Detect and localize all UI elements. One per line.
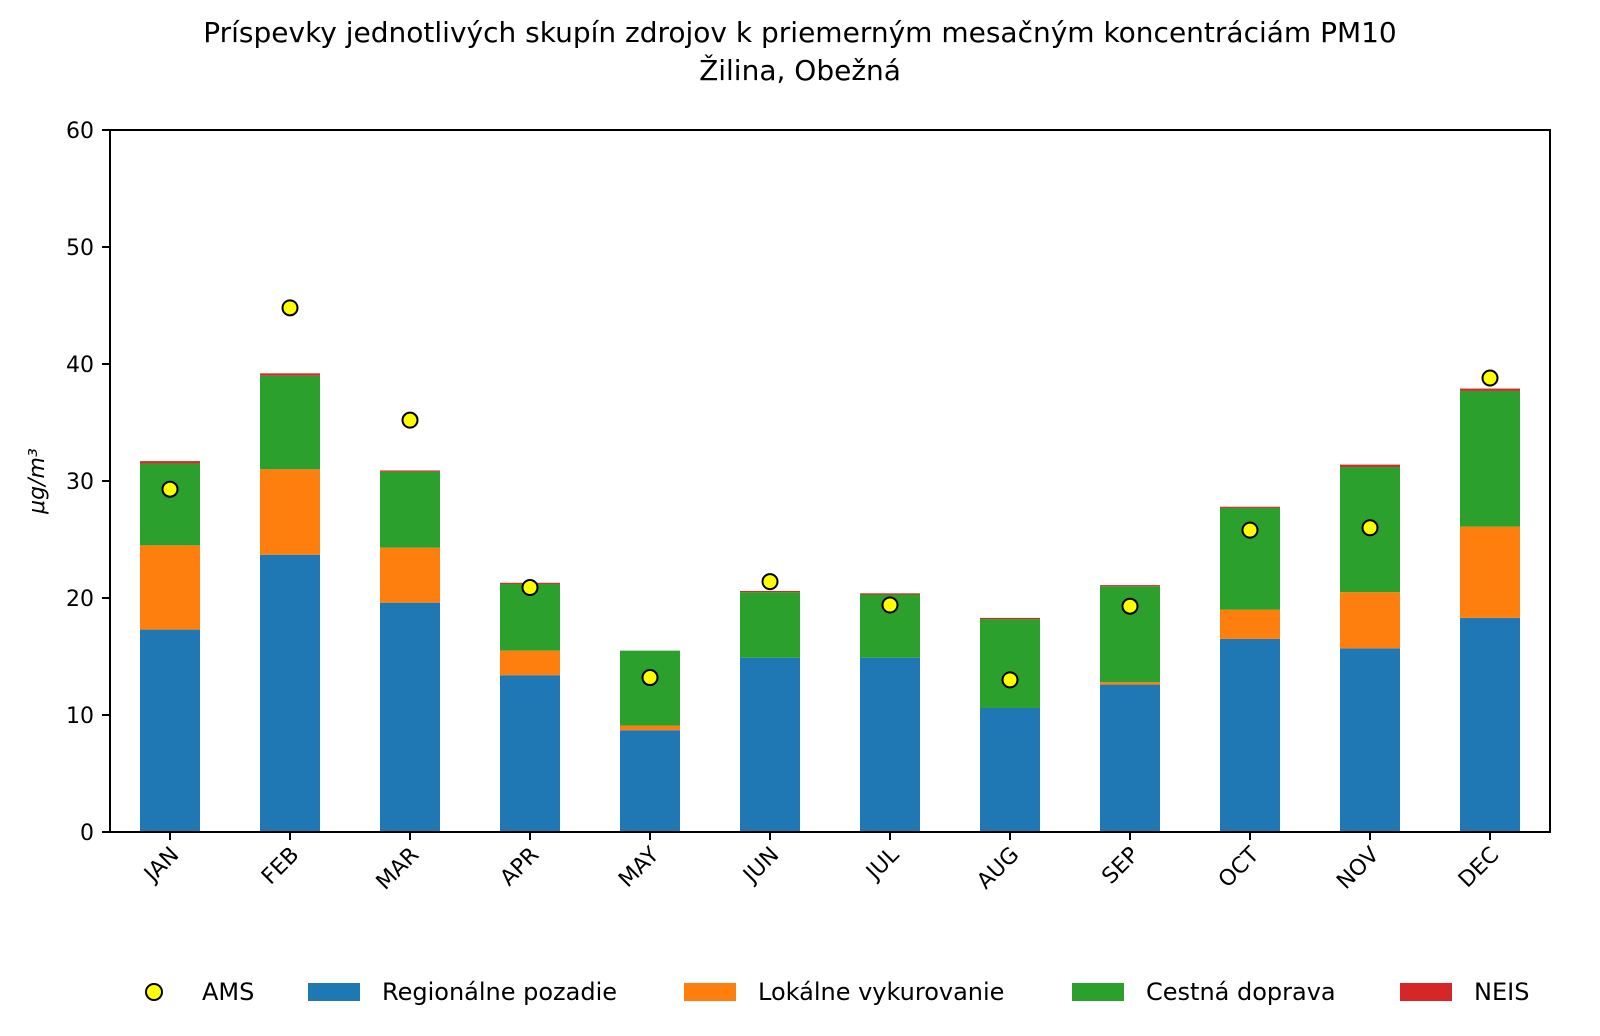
bar-regionalne-pozadie-nov (1340, 648, 1400, 832)
y-tick-label-30: 30 (66, 470, 94, 495)
legend-swatch-lokalne-vykurovanie (684, 983, 736, 1001)
y-tick-label-20: 20 (66, 587, 94, 612)
bar-cestna-doprava-feb (260, 375, 320, 470)
legend-marker-ams (128, 972, 180, 1012)
marker-ams-apr (521, 578, 539, 596)
legend-label-ams: AMS (202, 978, 255, 1006)
x-tick-label-apr: APR (496, 843, 545, 892)
bar-lokalne-vykurovanie-may (620, 725, 680, 731)
x-tick-label-nov: NOV (1332, 843, 1384, 895)
legend-label-lokalne-vykurovanie: Lokálne vykurovanie (758, 978, 1005, 1006)
bar-cestna-doprava-aug (980, 619, 1040, 708)
y-tick-label-50: 50 (66, 236, 94, 261)
chart-subtitle: Žilina, Obežná (699, 54, 901, 87)
legend-item-ams: AMS (128, 972, 254, 1012)
bar-cestna-doprava-may (620, 650, 680, 726)
bar-regionalne-pozadie-jul (860, 657, 920, 832)
legend-item-lokalne-vykurovanie: Lokálne vykurovanie (684, 972, 1004, 1012)
x-tick-label-feb: FEB (257, 843, 304, 890)
legend-item-regionalne-pozadie: Regionálne pozadie (308, 972, 617, 1012)
bar-cestna-doprava-dec (1460, 390, 1520, 527)
bar-neis-dec (1460, 388, 1520, 391)
bar-neis-jun (740, 590, 800, 593)
bar-regionalne-pozadie-mar (380, 602, 440, 832)
legend-label-regionalne-pozadie: Regionálne pozadie (382, 978, 618, 1006)
plot-frame (109, 129, 1551, 833)
bar-lokalne-vykurovanie-mar (380, 547, 440, 603)
bar-neis-mar (380, 470, 440, 472)
bar-lokalne-vykurovanie-dec (1460, 526, 1520, 618)
marker-ams-jan (161, 480, 179, 498)
bar-neis-sep (1100, 585, 1160, 587)
marker-ams-jul (881, 596, 899, 614)
y-tick-label-10: 10 (66, 704, 94, 729)
x-tick-label-jul: JUL (861, 842, 905, 886)
marker-ams-nov (1361, 519, 1379, 537)
bar-regionalne-pozadie-dec (1460, 617, 1520, 832)
x-tick-label-oct: OCT (1214, 842, 1265, 893)
marker-ams-jun (761, 573, 779, 591)
legend-swatch-cestna-doprava (1072, 983, 1124, 1001)
legend-item-neis: NEIS (1400, 972, 1529, 1012)
bar-lokalne-vykurovanie-nov (1340, 592, 1400, 649)
bar-regionalne-pozadie-apr (500, 675, 560, 832)
bar-lokalne-vykurovanie-feb (260, 469, 320, 555)
bar-lokalne-vykurovanie-sep (1100, 682, 1160, 685)
x-tick-label-jan: JAN (139, 843, 185, 889)
y-tick-label-60: 60 (66, 119, 94, 144)
x-tick-label-mar: MAR (372, 843, 425, 896)
legend-item-cestna-doprava: Cestná doprava (1072, 972, 1336, 1012)
marker-ams-mar (401, 411, 419, 429)
bar-cestna-doprava-mar (380, 471, 440, 548)
bar-neis-nov (1340, 464, 1400, 467)
marker-ams-feb (281, 299, 299, 317)
x-tick-label-dec: DEC (1454, 843, 1504, 893)
bar-regionalne-pozadie-oct (1220, 638, 1280, 832)
bar-cestna-doprava-jun (740, 592, 800, 658)
x-tick-label-may: MAY (614, 842, 664, 892)
x-tick-label-aug: AUG (972, 843, 1024, 895)
x-tick-label-sep: SEP (1097, 843, 1144, 890)
bar-neis-feb (260, 373, 320, 376)
bar-regionalne-pozadie-sep (1100, 684, 1160, 832)
bar-regionalne-pozadie-feb (260, 554, 320, 832)
bar-lokalne-vykurovanie-apr (500, 650, 560, 676)
x-tick-label-jun: JUN (738, 843, 785, 890)
marker-ams-dec (1481, 369, 1499, 387)
chart-legend: AMS Regionálne pozadie Lokálne vykurovan… (0, 972, 1600, 1012)
legend-label-neis: NEIS (1474, 978, 1530, 1006)
bar-neis-jul (860, 593, 920, 595)
bar-regionalne-pozadie-jan (140, 629, 200, 832)
legend-swatch-neis (1400, 983, 1452, 1001)
bar-cestna-doprava-jan (140, 463, 200, 546)
chart-title: Príspevky jednotlivých skupín zdrojov k … (203, 16, 1397, 49)
bar-neis-aug (980, 617, 1040, 620)
bar-regionalne-pozadie-aug (980, 707, 1040, 832)
bar-lokalne-vykurovanie-jan (140, 545, 200, 630)
legend-label-cestna-doprava: Cestná doprava (1146, 978, 1336, 1006)
chart-title-block: Príspevky jednotlivých skupín zdrojov k … (0, 14, 1600, 90)
marker-ams-sep (1121, 597, 1139, 615)
y-tick-label-40: 40 (66, 353, 94, 378)
y-tick-label-0: 0 (80, 821, 94, 846)
marker-ams-aug (1001, 671, 1019, 689)
bar-neis-oct (1220, 506, 1280, 508)
marker-ams-may (641, 669, 659, 687)
bar-regionalne-pozadie-may (620, 730, 680, 832)
bar-neis-jan (140, 461, 200, 464)
marker-ams-oct (1241, 521, 1259, 539)
y-axis-label: μg/m³ (25, 448, 50, 515)
legend-swatch-regionalne-pozadie (308, 983, 360, 1001)
bar-regionalne-pozadie-jun (740, 657, 800, 832)
bar-lokalne-vykurovanie-oct (1220, 609, 1280, 639)
